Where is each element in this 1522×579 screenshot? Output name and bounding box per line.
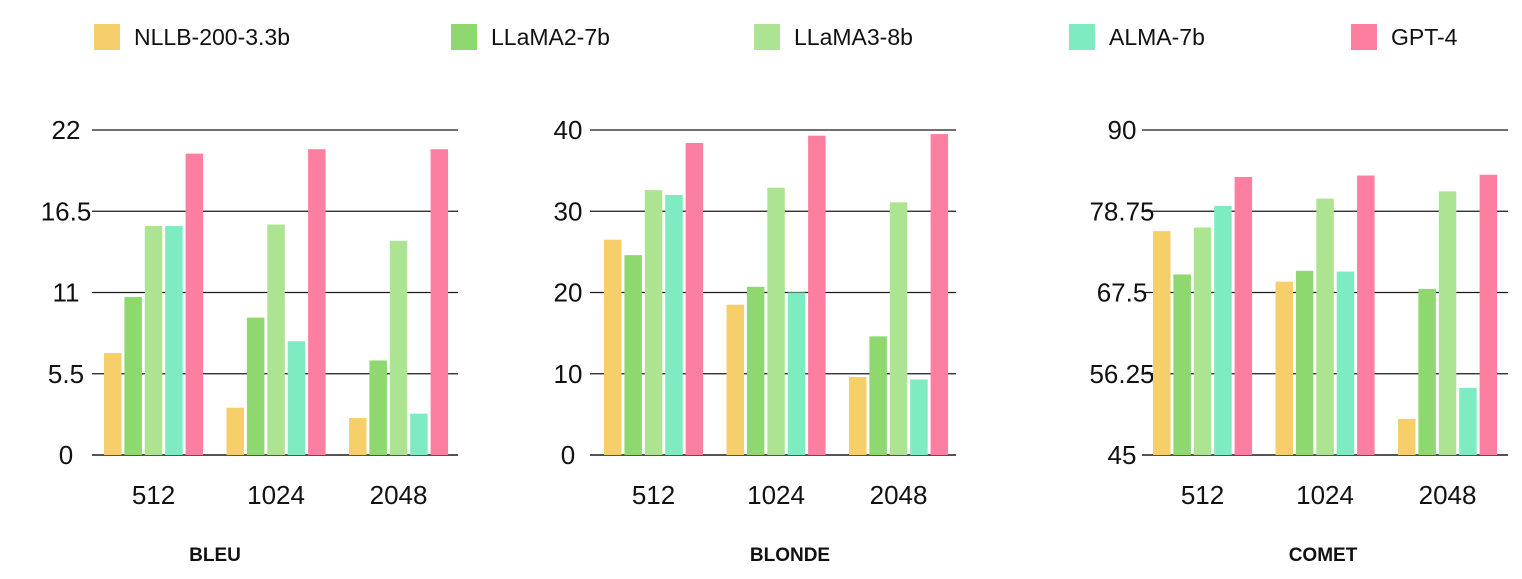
bar-comet-llama3-8b-512 <box>1193 227 1212 455</box>
bar-bleu-llama2-7b-1024 <box>246 317 265 455</box>
legend-swatch-alma <box>1069 24 1095 50</box>
y-tick-label: 67.5 <box>1097 278 1148 308</box>
x-tick-label: 1024 <box>1296 480 1354 510</box>
legend-item-gpt4: GPT-4 <box>1351 22 1457 52</box>
bar-comet-nllb-200-3-3b-512 <box>1153 231 1171 455</box>
bar-comet-gpt-4-512 <box>1234 176 1253 455</box>
bar-bleu-alma-7b-1024 <box>287 341 306 455</box>
bar-comet-llama2-7b-1024 <box>1295 270 1314 455</box>
bar-comet-nllb-200-3-3b-1024 <box>1275 281 1293 455</box>
chart-title-blonde: BLONDE <box>750 545 830 566</box>
y-tick-label: 16.5 <box>41 196 92 226</box>
bar-comet-llama3-8b-2048 <box>1438 191 1457 455</box>
legend-label-alma: ALMA-7b <box>1109 23 1205 50</box>
bar-bleu-llama2-7b-512 <box>124 296 142 455</box>
x-tick-label: 512 <box>632 480 675 510</box>
legend-item-llama3: LLaMA3-8b <box>754 22 913 52</box>
bar-blonde-alma-7b-512 <box>665 195 683 455</box>
bar-blonde-gpt-4-512 <box>685 143 704 455</box>
legend-swatch-gpt4 <box>1351 24 1377 50</box>
x-tick-label: 2048 <box>1419 480 1477 510</box>
x-tick-label: 1024 <box>247 480 305 510</box>
bar-comet-gpt-4-1024 <box>1357 175 1375 455</box>
legend-label-llama3: LLaMA3-8b <box>794 23 913 50</box>
chart-blonde: 0 10 20 30 40 512 1024 2048 BLONDE <box>554 115 956 566</box>
bar-bleu-llama3-8b-1024 <box>267 224 285 455</box>
bar-comet-llama3-8b-1024 <box>1316 198 1334 455</box>
bar-blonde-alma-7b-2048 <box>910 379 928 455</box>
bar-blonde-gpt-4-2048 <box>930 134 949 455</box>
y-tick-label: 11 <box>53 278 80 308</box>
legend-label-gpt4: GPT-4 <box>1391 23 1458 50</box>
bar-bleu-llama2-7b-2048 <box>369 360 387 455</box>
bar-blonde-gpt-4-1024 <box>808 135 826 455</box>
bar-bleu-gpt-4-512 <box>185 153 204 456</box>
bar-comet-alma-7b-1024 <box>1336 271 1355 455</box>
bar-bleu-gpt-4-2048 <box>430 149 449 456</box>
bar-blonde-nllb-200-3-3b-512 <box>604 239 622 455</box>
legend-item-nllb: NLLB-200-3.3b <box>94 22 290 52</box>
bar-comet-llama2-7b-2048 <box>1418 288 1436 455</box>
bar-blonde-nllb-200-3-3b-1024 <box>726 304 744 455</box>
legend-item-llama2: LLaMA2-7b <box>451 22 610 52</box>
y-tick-label: 40 <box>554 115 583 145</box>
y-tick-label: 56.25 <box>1089 359 1154 389</box>
y-tick-label: 20 <box>554 278 583 308</box>
x-tick-label: 2048 <box>870 480 928 510</box>
bar-blonde-alma-7b-1024 <box>787 292 806 455</box>
y-tick-label: 5.5 <box>48 359 84 389</box>
x-tick-label: 512 <box>1181 480 1224 510</box>
legend-swatch-llama3 <box>754 24 780 50</box>
bar-comet-alma-7b-2048 <box>1459 387 1477 455</box>
y-tick-label: 10 <box>554 359 583 389</box>
y-tick-label: 22 <box>52 115 81 145</box>
bar-comet-nllb-200-3-3b-2048 <box>1398 418 1416 455</box>
y-tick-label: 78.75 <box>1089 196 1154 226</box>
bar-bleu-nllb-200-3-3b-512 <box>104 353 122 455</box>
legend-item-alma: ALMA-7b <box>1069 22 1205 52</box>
bar-bleu-alma-7b-2048 <box>410 413 428 455</box>
y-tick-label: 30 <box>554 196 583 226</box>
bar-comet-llama2-7b-512 <box>1173 274 1191 455</box>
bar-comet-alma-7b-512 <box>1214 205 1232 455</box>
bar-bleu-gpt-4-1024 <box>308 149 326 456</box>
x-tick-label: 2048 <box>370 480 428 510</box>
bar-blonde-llama3-8b-2048 <box>889 202 908 455</box>
bar-bleu-llama3-8b-512 <box>144 226 163 455</box>
bar-blonde-llama3-8b-1024 <box>767 187 785 455</box>
x-tick-label: 1024 <box>747 480 805 510</box>
chart-title-comet: COMET <box>1289 545 1358 566</box>
legend-label-nllb: NLLB-200-3.3b <box>134 23 290 50</box>
bar-blonde-llama2-7b-2048 <box>869 336 887 455</box>
y-tick-label: 0 <box>561 440 575 470</box>
bar-blonde-nllb-200-3-3b-2048 <box>849 377 867 455</box>
bar-blonde-llama3-8b-512 <box>644 190 663 455</box>
chart-bleu: 0 5.5 11 16.5 22 512 1024 2048 BLEU <box>41 115 458 566</box>
y-tick-label: 90 <box>1108 115 1137 145</box>
y-tick-label: 0 <box>59 440 73 470</box>
legend-swatch-nllb <box>94 24 120 50</box>
chart-comet: 45 56.25 67.5 78.75 90 512 1024 2048 COMET <box>1089 115 1508 566</box>
y-tick-label: 45 <box>1108 440 1137 470</box>
bar-blonde-llama2-7b-1024 <box>746 286 765 455</box>
chart-legend: NLLB-200-3.3b LLaMA2-7b LLaMA3-8b ALMA-7… <box>0 0 1522 80</box>
legend-label-llama2: LLaMA2-7b <box>491 23 610 50</box>
bar-bleu-nllb-200-3-3b-1024 <box>226 407 244 455</box>
bar-bleu-llama3-8b-2048 <box>389 240 408 455</box>
bar-comet-gpt-4-2048 <box>1479 174 1498 455</box>
chart-title-bleu: BLEU <box>189 545 241 566</box>
bar-bleu-alma-7b-512 <box>165 226 183 455</box>
x-tick-label: 512 <box>132 480 175 510</box>
legend-swatch-llama2 <box>451 24 477 50</box>
bar-blonde-llama2-7b-512 <box>624 255 642 455</box>
bar-bleu-nllb-200-3-3b-2048 <box>349 418 367 455</box>
